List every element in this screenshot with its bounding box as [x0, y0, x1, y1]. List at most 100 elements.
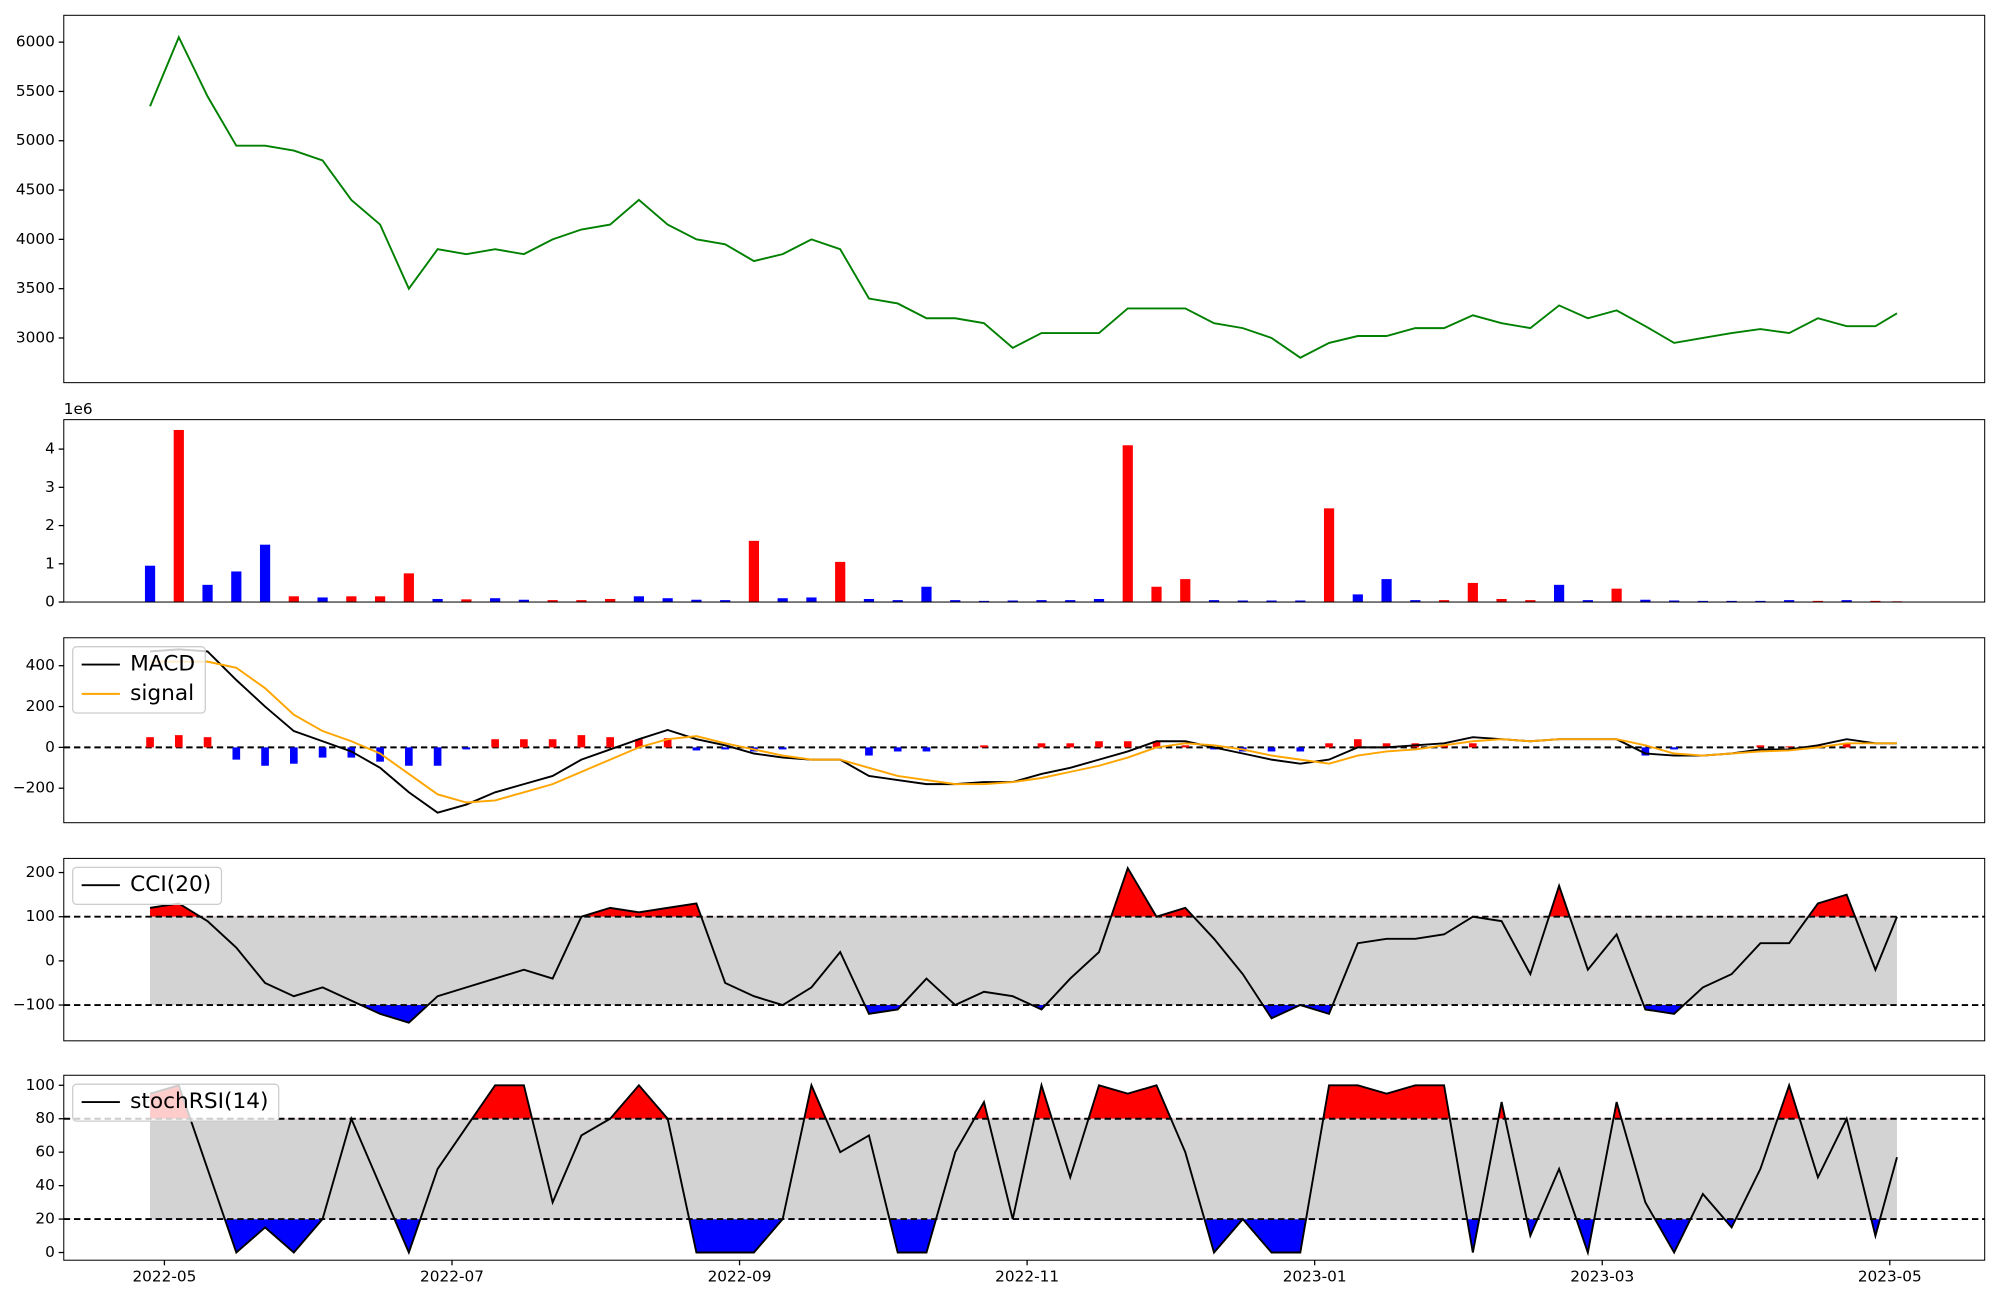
volume-bar: [892, 600, 903, 603]
plot-area: [63, 865, 1985, 1024]
histogram-bar: [548, 739, 557, 748]
volume-bar: [1065, 600, 1076, 603]
histogram-bar: [1440, 745, 1448, 748]
volume-bar: [662, 598, 673, 603]
histogram-bar: [980, 745, 988, 748]
histogram-bar: [318, 747, 327, 758]
histogram-bar: [1095, 741, 1103, 748]
panel: 3000 3500 4000 4500 5000 5500 6000: [16, 14, 1986, 384]
y-tick-label: 400: [26, 656, 55, 674]
histogram-bar: [1353, 739, 1362, 748]
histogram-bar: [232, 747, 241, 760]
volume-bar: [346, 596, 357, 603]
volume-bar: [288, 596, 299, 603]
volume-bar: [1151, 586, 1162, 603]
y-tick-label: 3: [45, 478, 55, 496]
histogram-bar: [1756, 745, 1765, 748]
histogram-bar: [261, 747, 269, 766]
legend-box: [72, 646, 206, 714]
x-tick-label: 2023-03: [1570, 1267, 1634, 1285]
y-tick-label: 200: [26, 697, 55, 715]
volume-bar: [1266, 600, 1277, 603]
y-tick-label: 5500: [16, 82, 55, 100]
histogram-bar: [203, 737, 212, 748]
panel-frame: [63, 637, 1986, 824]
y-tick-label: 60: [35, 1143, 54, 1161]
y-tick-label: 20: [35, 1210, 54, 1228]
plot-area: [63, 648, 1985, 814]
x-tick-label: 2022-09: [708, 1267, 772, 1285]
histogram-bar: [1123, 741, 1132, 748]
y-tick-label: 3000: [16, 328, 55, 346]
volume-bar: [374, 596, 386, 603]
legend: MACD signal: [72, 646, 206, 714]
volume-bar: [1467, 582, 1478, 603]
panel: −200 0 200 400 MACD signal: [13, 637, 1986, 824]
volume-bar: [432, 598, 443, 603]
histogram-bar: [174, 735, 183, 748]
series-line: [149, 1081, 1898, 1257]
y-tick-label: 80: [35, 1109, 54, 1127]
histogram-bar: [1670, 747, 1678, 750]
axis-offset-label: 1e6: [64, 400, 93, 418]
volume-bar: [1870, 600, 1881, 603]
y-tick-label: 0: [45, 1243, 55, 1261]
x-tick-label: 2022-07: [420, 1267, 484, 1285]
x-tick-label: 2023-05: [1858, 1267, 1922, 1285]
series-line: [149, 34, 1898, 359]
volume-bar: [921, 586, 932, 603]
histogram-bar: [1641, 747, 1650, 756]
volume-bar: [1697, 600, 1708, 603]
volume-bar: [1208, 600, 1220, 603]
y-tick-label: 6000: [16, 33, 55, 51]
volume-bar: [1812, 600, 1824, 603]
panel-frame: [63, 14, 1986, 384]
volume-bar: [777, 598, 788, 603]
histogram-bar: [1842, 743, 1851, 748]
volume-bar: [1755, 600, 1766, 603]
volume-bar: [518, 599, 529, 603]
volume-bar: [1237, 600, 1248, 603]
histogram-bar: [778, 747, 787, 750]
volume-bar: [605, 598, 616, 603]
volume-bar: [978, 600, 990, 603]
legend-box: [72, 866, 223, 905]
y-tick-label: −200: [13, 779, 55, 797]
volume-bar: [317, 597, 328, 603]
histogram-bar: [663, 738, 672, 748]
volume-bar: [1323, 508, 1335, 603]
histogram-bar: [1267, 747, 1276, 752]
volume-bar: [1582, 600, 1593, 603]
panel-frame: [63, 857, 1986, 1042]
histogram-bar: [289, 747, 298, 764]
volume-bar: [1036, 600, 1047, 603]
y-tick-label: 0: [45, 738, 55, 756]
volume-bar: [1295, 600, 1306, 603]
plot-area: [63, 1081, 1985, 1257]
histogram-bar: [405, 747, 413, 766]
y-tick-label: 4500: [16, 181, 55, 199]
legend-label: MACD: [130, 652, 195, 677]
volume-bar: [748, 540, 760, 603]
x-tick-label: 2023-01: [1283, 1267, 1347, 1285]
volume-bar: [1640, 599, 1651, 603]
y-tick-label: 3500: [16, 279, 55, 297]
volume-bar: [950, 600, 961, 603]
histogram-bar: [635, 739, 643, 748]
volume-bar: [1122, 445, 1133, 603]
volume-bar: [231, 571, 242, 603]
histogram-bar: [1037, 743, 1046, 748]
histogram-bar: [520, 739, 528, 748]
x-tick-label: 2022-11: [995, 1267, 1059, 1285]
legend-label: stochRSI(14): [130, 1089, 268, 1114]
histogram-bar: [606, 737, 614, 748]
panel: 0 1 2 3 4 1e6: [45, 400, 1986, 611]
histogram-bar: [1469, 743, 1477, 748]
legend: stochRSI(14): [72, 1083, 280, 1122]
y-tick-label: 5000: [16, 131, 55, 149]
y-tick-label: 100: [26, 907, 55, 925]
histogram-bar: [922, 747, 931, 752]
y-tick-label: −100: [13, 996, 55, 1014]
